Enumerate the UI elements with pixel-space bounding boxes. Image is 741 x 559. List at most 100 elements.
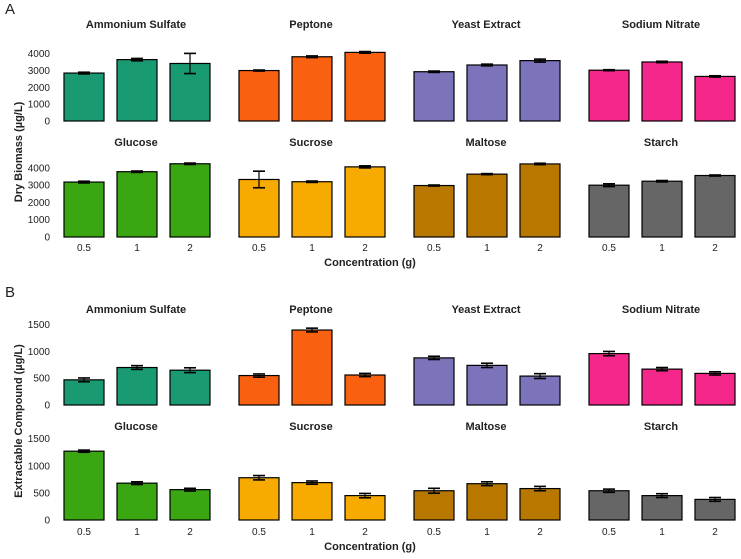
x-tick-label: 2 (362, 243, 368, 254)
x-tick-label: 0.5 (602, 527, 616, 538)
y-tick-label: 3000 (28, 66, 51, 77)
y-tick-label: 500 (33, 488, 50, 499)
x-tick-label: 0.5 (252, 527, 266, 538)
x-tick-label: 1 (134, 243, 140, 254)
x-tick-label: 2 (537, 527, 543, 538)
bar (694, 498, 736, 521)
bar (588, 69, 630, 122)
x-tick-label: 1 (134, 527, 140, 538)
bar (291, 329, 333, 406)
bar (413, 490, 455, 521)
y-tick-label: 1000 (28, 461, 51, 472)
bar (413, 357, 455, 406)
bar (291, 56, 333, 122)
facet-title: Glucose (114, 421, 157, 433)
bar (588, 352, 630, 406)
y-tick-label: 2000 (28, 198, 51, 209)
bar (238, 69, 280, 122)
bar (238, 178, 280, 238)
bar (466, 64, 508, 122)
x-tick-label: 2 (362, 527, 368, 538)
facet-title: Starch (644, 137, 679, 149)
bar (519, 163, 561, 238)
y-tick-label: 4000 (28, 163, 51, 174)
bar (238, 477, 280, 521)
x-tick-label: 1 (659, 527, 665, 538)
bar (588, 184, 630, 238)
x-tick-label: 0.5 (252, 243, 266, 254)
bar (694, 372, 736, 406)
x-tick-label: 2 (537, 243, 543, 254)
y-tick-label: 0 (44, 401, 50, 412)
x-tick-label: 1 (484, 243, 490, 254)
bar (413, 184, 455, 238)
x-axis-title: Concentration (g) (324, 257, 416, 269)
facet-title: Sodium Nitrate (622, 304, 700, 316)
bar (466, 483, 508, 521)
y-axis-title: Dry Biomass (µg/L) (13, 101, 25, 202)
bar (291, 181, 333, 238)
facet-title: Yeast Extract (451, 19, 520, 31)
bar (413, 71, 455, 122)
bar (641, 495, 683, 521)
bar (169, 369, 211, 406)
y-tick-label: 1500 (28, 320, 51, 331)
bar (116, 59, 158, 122)
bar (116, 366, 158, 406)
bar (344, 374, 386, 406)
y-axis-title: Extractable Compound (µg/L) (13, 344, 25, 498)
bar (63, 72, 105, 122)
y-tick-label: 0 (44, 516, 50, 527)
y-tick-label: 1000 (28, 347, 51, 358)
facet-title: Yeast Extract (451, 304, 520, 316)
bar (344, 495, 386, 521)
facet-title: Maltose (466, 137, 507, 149)
facet-title: Peptone (289, 304, 332, 316)
x-tick-label: 0.5 (427, 527, 441, 538)
bar (344, 51, 386, 122)
y-tick-label: 0 (44, 233, 50, 244)
facet-title: Starch (644, 421, 679, 433)
bar (466, 364, 508, 406)
x-tick-label: 0.5 (77, 243, 91, 254)
bar (116, 171, 158, 238)
x-axis-title: Concentration (g) (324, 541, 416, 553)
x-tick-label: 1 (309, 527, 315, 538)
y-tick-label: 0 (44, 117, 50, 128)
bar (641, 368, 683, 406)
bar (291, 482, 333, 521)
facet-title: Ammonium Sulfate (86, 304, 186, 316)
bar (519, 487, 561, 521)
facet-title: Sucrose (289, 421, 332, 433)
x-tick-label: 2 (712, 527, 718, 538)
bar (641, 61, 683, 122)
bar (588, 490, 630, 521)
y-tick-label: 500 (33, 374, 50, 385)
y-tick-label: 3000 (28, 181, 51, 192)
x-tick-label: 0.5 (427, 243, 441, 254)
bar (694, 75, 736, 122)
x-tick-label: 0.5 (602, 243, 616, 254)
bar (63, 379, 105, 406)
panel-letter: A (5, 1, 15, 18)
bar (169, 489, 211, 521)
bar (63, 181, 105, 238)
facet-title: Sucrose (289, 137, 332, 149)
bar (694, 174, 736, 238)
x-tick-label: 2 (187, 527, 193, 538)
bar (519, 375, 561, 406)
bar (169, 163, 211, 238)
bar (116, 482, 158, 521)
x-tick-label: 0.5 (77, 527, 91, 538)
y-tick-label: 2000 (28, 83, 51, 94)
facet-title: Maltose (466, 421, 507, 433)
facet-title: Sodium Nitrate (622, 19, 700, 31)
facet-title: Glucose (114, 137, 157, 149)
y-tick-label: 4000 (28, 49, 51, 60)
y-tick-label: 1000 (28, 215, 51, 226)
x-tick-label: 1 (659, 243, 665, 254)
x-tick-label: 2 (712, 243, 718, 254)
facet-title: Ammonium Sulfate (86, 19, 186, 31)
x-tick-label: 2 (187, 243, 193, 254)
